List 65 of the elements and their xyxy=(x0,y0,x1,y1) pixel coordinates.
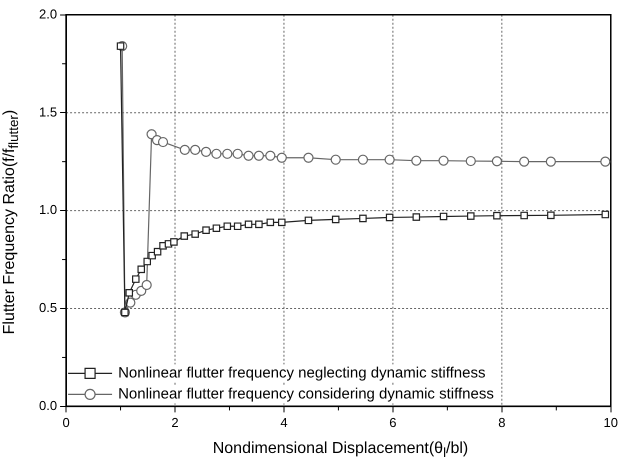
legend-label: Nonlinear flutter frequency neglecting dynamic stiffness xyxy=(118,364,486,382)
point xyxy=(547,212,555,220)
point xyxy=(202,226,210,234)
point xyxy=(304,216,312,224)
point xyxy=(492,156,502,166)
point xyxy=(303,152,314,163)
point xyxy=(180,232,188,240)
point xyxy=(254,150,264,161)
point xyxy=(440,212,448,220)
x-tick-label: 6 xyxy=(389,414,397,430)
point xyxy=(224,222,232,230)
point xyxy=(519,156,530,167)
point xyxy=(602,210,610,218)
point xyxy=(243,150,254,161)
point xyxy=(330,154,341,165)
point xyxy=(234,222,242,230)
point xyxy=(211,148,222,159)
y-tick-label: 0.5 xyxy=(38,300,58,316)
y-tick-label: 1.0 xyxy=(38,202,58,218)
point xyxy=(143,258,152,266)
point xyxy=(154,248,162,256)
point xyxy=(191,230,199,238)
y-tick-label: 1.5 xyxy=(38,104,58,120)
point xyxy=(466,156,476,166)
x-tick-label: 10 xyxy=(604,414,618,430)
point xyxy=(278,218,286,226)
point xyxy=(137,266,146,274)
point xyxy=(170,238,178,246)
point xyxy=(190,144,200,155)
point xyxy=(200,146,212,157)
x-tick-label: 8 xyxy=(498,414,506,430)
point xyxy=(266,218,274,226)
point xyxy=(116,42,124,50)
point xyxy=(132,275,140,283)
point xyxy=(386,214,394,222)
point xyxy=(600,156,610,167)
point xyxy=(212,224,220,232)
point xyxy=(180,144,190,155)
point xyxy=(255,220,263,228)
point xyxy=(412,213,420,221)
point xyxy=(520,212,528,220)
point xyxy=(158,136,168,148)
point xyxy=(493,212,501,220)
point xyxy=(546,156,556,167)
point xyxy=(438,156,449,166)
point xyxy=(359,214,367,222)
x-tick-label: 2 xyxy=(171,414,179,430)
point xyxy=(222,148,232,159)
x-tick-label: 0 xyxy=(62,414,70,430)
point xyxy=(358,154,368,165)
point xyxy=(265,150,276,161)
point xyxy=(384,154,395,165)
point xyxy=(244,220,252,228)
point xyxy=(276,152,287,163)
point xyxy=(411,156,422,166)
point xyxy=(142,280,152,290)
point xyxy=(467,212,475,220)
x-tick-label: 4 xyxy=(280,414,288,430)
legend-label: Nonlinear flutter frequency considering dynamic stiffness xyxy=(118,386,494,403)
y-tick-label: 0.0 xyxy=(38,398,58,413)
point xyxy=(332,216,340,224)
point xyxy=(125,289,134,297)
x-axis-title: Nondimensional Displacement(θ$_{l}$/bl) xyxy=(212,440,470,460)
y-tick-label: 2.0 xyxy=(38,6,58,22)
point xyxy=(232,148,243,159)
